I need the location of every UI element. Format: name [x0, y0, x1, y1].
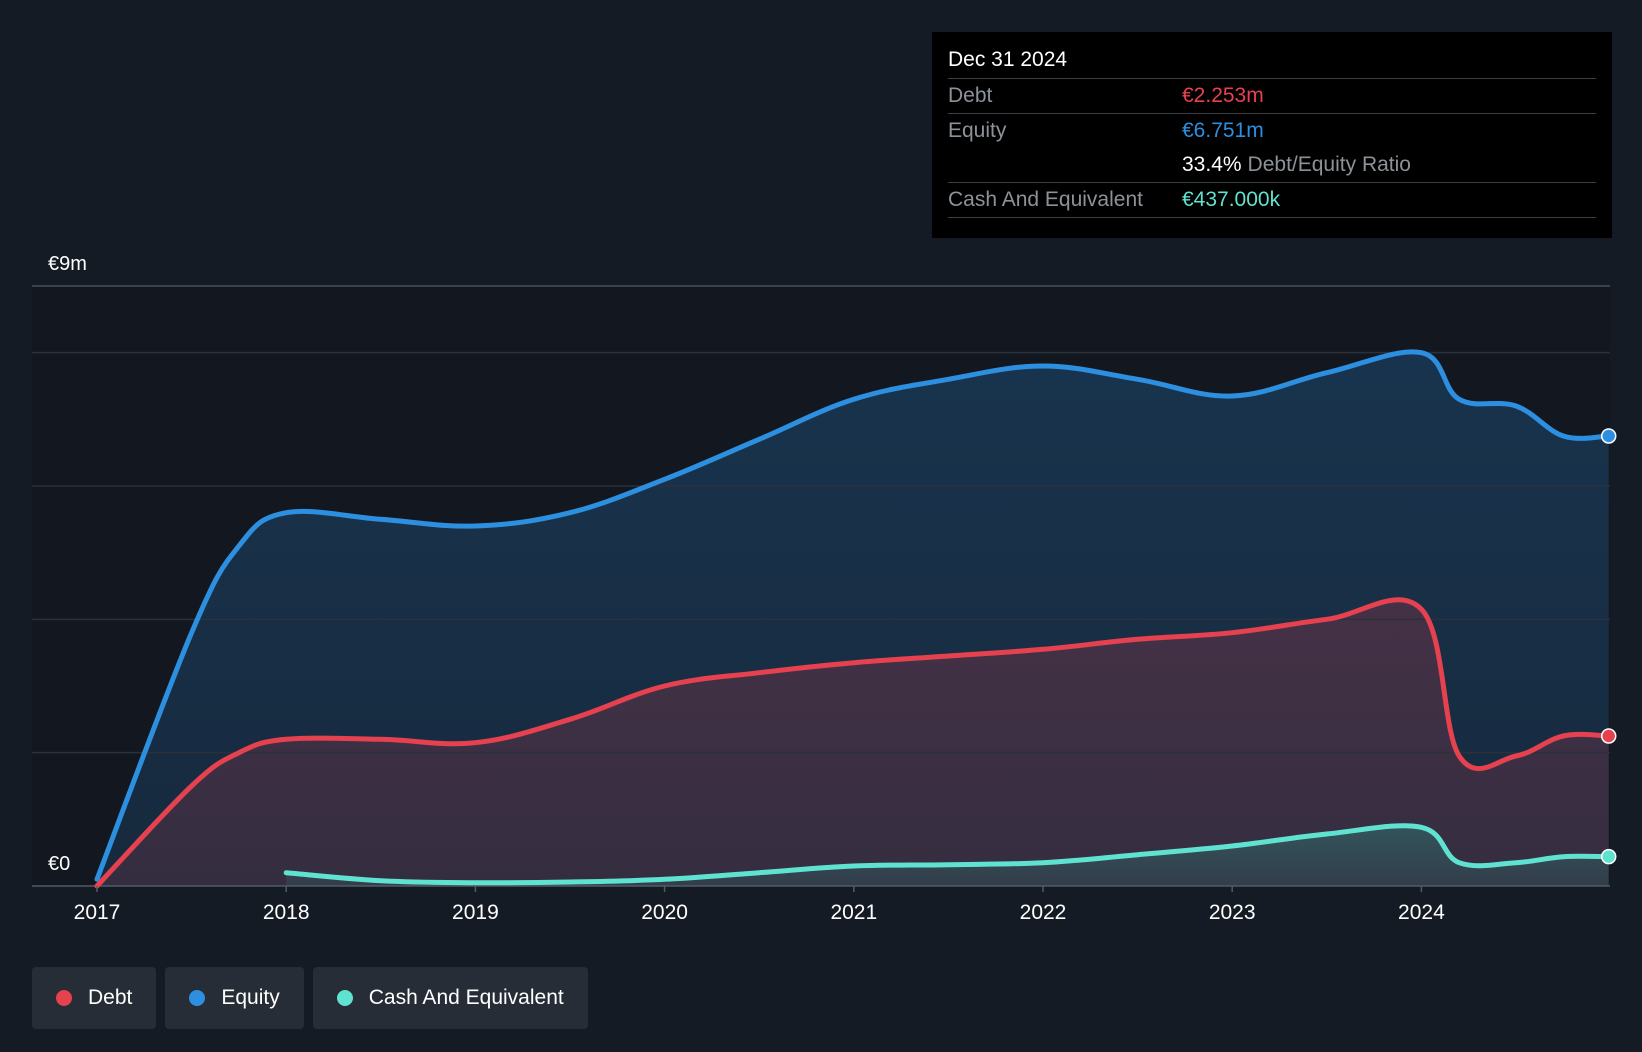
x-tick-label: 2020 — [641, 901, 688, 924]
tooltip-row-debt: Debt €2.253m — [948, 78, 1596, 113]
debt-area — [97, 599, 1609, 886]
x-tick-label: 2017 — [74, 901, 121, 924]
tooltip: Dec 31 2024 Debt €2.253m Equity €6.751m … — [932, 32, 1612, 238]
x-axis-ticks: 2017 2018 2019 2020 2021 2022 2023 2024 — [74, 886, 1445, 924]
legend-equity-label: Equity — [221, 986, 280, 1009]
tooltip-cash-label: Cash And Equivalent — [948, 188, 1143, 211]
y-axis-min-label: €0 — [48, 853, 70, 875]
equity-line — [94, 349, 1612, 882]
tooltip-ratio-value: 33.4% — [1182, 153, 1242, 176]
tooltip-debt-value: €2.253m — [1182, 84, 1264, 107]
debt-dot-icon — [56, 990, 72, 1006]
tooltip-row-cash: Cash And Equivalent €437.000k — [948, 182, 1596, 218]
cash-and-equivalent-line — [283, 823, 1612, 886]
cash-and-equivalent-end-marker — [1600, 848, 1617, 865]
equity-end-marker — [1600, 428, 1617, 444]
tooltip-equity-value: €6.751m — [1182, 119, 1264, 142]
legend: Debt Equity Cash And Equivalent — [32, 967, 588, 1029]
debt-line — [94, 597, 1612, 889]
series-lines — [94, 349, 1612, 889]
tooltip-debt-label: Debt — [948, 84, 993, 107]
legend-debt-label: Debt — [88, 986, 133, 1009]
x-tick-label: 2019 — [452, 901, 499, 924]
tooltip-row-ratio: 33.4% Debt/Equity Ratio — [948, 148, 1596, 182]
cash-dot-icon — [336, 990, 353, 1006]
tooltip-cash-value: €437.000k — [1182, 188, 1281, 211]
legend-cash-label: Cash And Equivalent — [368, 986, 564, 1009]
x-tick-label: 2021 — [830, 901, 877, 924]
x-tick-label: 2022 — [1020, 901, 1067, 924]
tooltip-date: Dec 31 2024 — [948, 48, 1068, 71]
x-tick-label: 2024 — [1398, 901, 1445, 924]
legend-item-equity[interactable]: Equity — [165, 967, 304, 1029]
y-axis-max-label: €9m — [48, 253, 87, 275]
legend-item-cash[interactable]: Cash And Equivalent — [312, 967, 588, 1029]
equity-dot-icon — [189, 990, 206, 1006]
gridlines — [32, 285, 1610, 887]
end-markers — [1600, 428, 1617, 865]
legend-item-debt[interactable]: Debt — [32, 967, 157, 1029]
area-fills — [32, 286, 1610, 886]
tooltip-equity-label: Equity — [948, 119, 1007, 142]
tooltip-ratio-label: Debt/Equity Ratio — [1247, 153, 1411, 176]
x-tick-label: 2018 — [263, 901, 310, 924]
x-tick-label: 2023 — [1209, 901, 1256, 924]
tooltip-row-equity: Equity €6.751m — [948, 113, 1596, 148]
debt-end-marker — [1600, 728, 1617, 744]
